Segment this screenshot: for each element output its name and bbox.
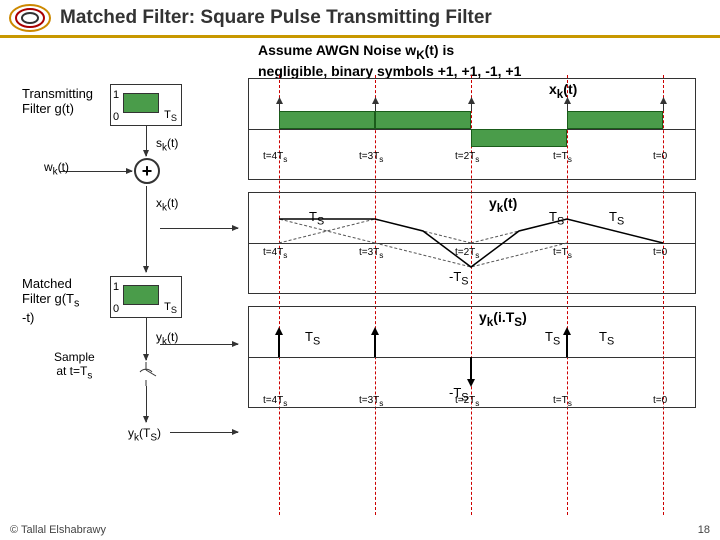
dash-icon — [663, 75, 664, 515]
arrow-down-icon — [146, 186, 147, 272]
page-title: Matched Filter: Square Pulse Transmittin… — [60, 7, 492, 29]
arrow-up-icon — [564, 97, 571, 116]
xk-label: xk(t) — [156, 196, 178, 213]
arrow-up-icon — [276, 97, 283, 116]
symbol-block — [567, 111, 663, 129]
arrow-down-icon — [146, 386, 147, 422]
arrow-down-icon — [146, 126, 147, 156]
tx-pulse-box: 1 0 TS — [110, 84, 182, 126]
sample-switch-icon — [130, 362, 162, 386]
xk-plot: xk(t) t=4Ts t=3Ts t=2Ts t=Ts t=0 — [248, 78, 696, 180]
logo-icon — [6, 1, 54, 35]
plots: xk(t) t=4Ts t=3Ts t=2Ts t=Ts t=0 — [248, 78, 708, 420]
rx-pulse-box: 1 0 TS — [110, 276, 182, 318]
ykits-plot: yk(i.TS) TS TS TS -TS t=4Ts t=3Ts t=2Ts … — [248, 306, 696, 408]
page-number: 18 — [698, 524, 710, 536]
arrow-up-icon — [660, 97, 667, 116]
copyright: © Tallal Elshabrawy — [10, 524, 106, 536]
ykts-label: yk(TS) — [128, 426, 161, 443]
arrow-right-icon — [160, 344, 238, 345]
dash-icon — [567, 75, 568, 515]
header: Matched Filter: Square Pulse Transmittin… — [0, 0, 720, 38]
rx-filter-label: Matched Filter g(Ts -t) — [22, 276, 79, 325]
footer: © Tallal Elshabrawy 18 — [10, 524, 710, 536]
stem-icon — [249, 307, 697, 409]
assumption-text: Assume AWGN Noise wK(t) is negligible, b… — [258, 42, 678, 80]
pulse-icon — [123, 93, 159, 113]
arrow-right-icon — [60, 171, 132, 172]
arrow-right-icon — [170, 432, 238, 433]
arrow-up-icon — [372, 97, 379, 116]
dash-icon — [279, 75, 280, 515]
pulse-icon — [123, 285, 159, 305]
wk-label: wk(t) — [44, 160, 69, 177]
tx-filter-label: TransmittingFilter g(t) — [22, 86, 93, 116]
symbol-block — [471, 129, 567, 147]
arrow-up-icon — [468, 97, 475, 116]
content: Assume AWGN Noise wK(t) is negligible, b… — [0, 38, 720, 516]
arrow-down-icon — [146, 318, 147, 360]
symbol-block — [375, 111, 471, 129]
adder-icon: + — [134, 158, 160, 184]
symbol-block — [279, 111, 375, 129]
sample-label: Sampleat t=Ts — [54, 350, 95, 381]
sk-label: sk(t) — [156, 136, 178, 153]
arrow-right-icon — [160, 228, 238, 229]
dash-icon — [375, 75, 376, 515]
yk-plot: yk(t) TS TS TS -TS t=4Ts t=3Ts t=2Ts t=T… — [248, 192, 696, 294]
